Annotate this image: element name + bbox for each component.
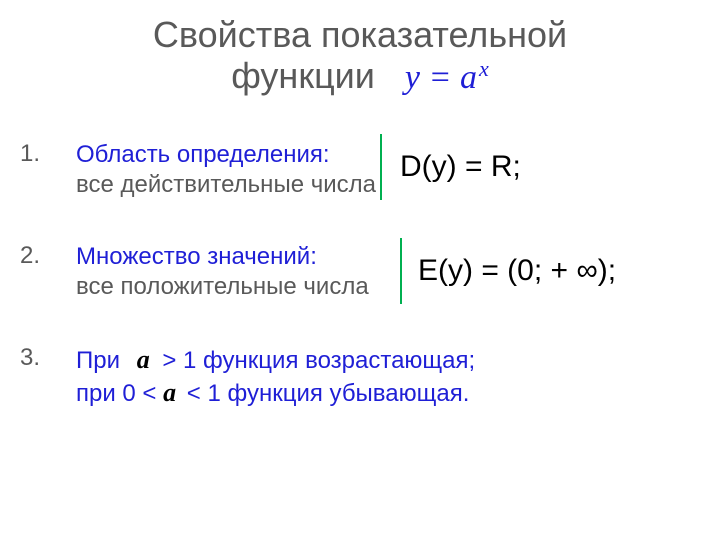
eq-eq: = bbox=[420, 59, 460, 96]
item-3-gt1: > 1 функция возрастающая; bbox=[162, 347, 475, 374]
item-number: 2. bbox=[20, 242, 60, 270]
item-3-pri-2: при 0 < bbox=[76, 380, 163, 407]
title-equation: y = ax bbox=[405, 59, 489, 96]
eq-lhs: y bbox=[405, 59, 420, 96]
list-item-2: 2. Множество значений: все положительные… bbox=[20, 242, 700, 302]
item-body: При a > 1 функция возрастающая; при 0 < … bbox=[76, 344, 700, 409]
item-3-pri-1: При bbox=[76, 347, 120, 374]
item-number: 1. bbox=[20, 140, 60, 168]
a-variable-1: a bbox=[137, 344, 150, 377]
a-variable-2: a bbox=[163, 377, 176, 410]
item-3-lt1: < 1 функция убывающая. bbox=[187, 380, 470, 407]
item-1-detail: все действительные числа bbox=[76, 171, 376, 198]
item-1-heading: Область определения: bbox=[76, 141, 330, 168]
list-item-3: 3. При a > 1 функция возрастающая; при 0… bbox=[20, 344, 700, 409]
item-number: 3. bbox=[20, 344, 60, 372]
item-body: Область определения: все действительные … bbox=[76, 140, 700, 200]
slide-title: Свойства показательной функции y = ax bbox=[0, 14, 720, 97]
item-2-detail: все положительные числа bbox=[76, 273, 369, 300]
title-line-2-prefix: функции bbox=[231, 55, 375, 96]
item-body: Множество значений: все положительные чи… bbox=[76, 242, 700, 302]
eq-base: a bbox=[460, 59, 477, 96]
list-item-1: 1. Область определения: все действительн… bbox=[20, 140, 700, 200]
properties-list: 1. Область определения: все действительн… bbox=[20, 140, 700, 451]
title-line-1: Свойства показательной bbox=[153, 14, 567, 55]
eq-exp: x bbox=[479, 56, 489, 81]
slide: Свойства показательной функции y = ax D(… bbox=[0, 0, 720, 540]
item-2-heading: Множество значений: bbox=[76, 243, 317, 270]
